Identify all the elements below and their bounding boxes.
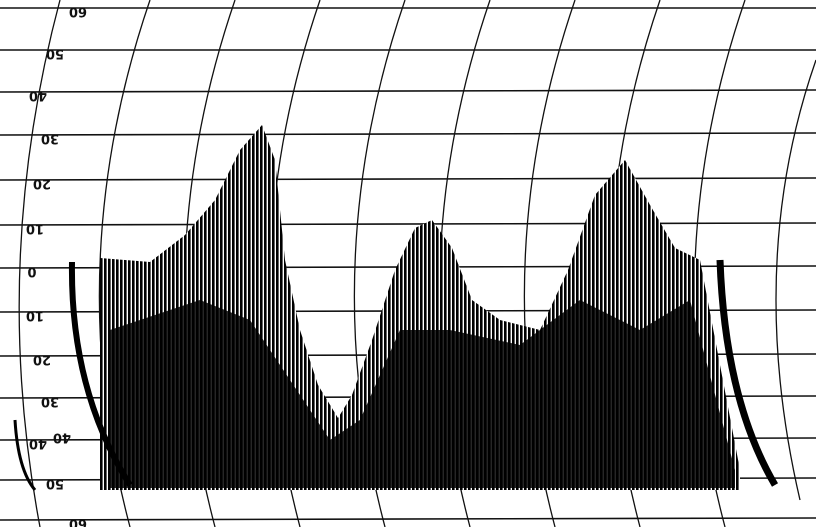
scale-label: 10 bbox=[26, 221, 44, 236]
scale-label: 0 bbox=[27, 264, 36, 279]
margin-label: 40 bbox=[53, 430, 71, 445]
scale-label: 40 bbox=[29, 88, 47, 103]
scale-label: 60 bbox=[69, 4, 87, 19]
scale-label: 60 bbox=[69, 516, 87, 527]
scale-label: 20 bbox=[33, 352, 51, 367]
scale-label: 50 bbox=[46, 476, 64, 491]
recording-trace bbox=[13, 125, 779, 491]
scale-labels: 60 50 40 30 20 10 0 10 20 30 40 50 60 bbox=[26, 4, 87, 527]
scale-label: 30 bbox=[41, 131, 59, 146]
scale-label: 10 bbox=[26, 308, 44, 323]
scale-label: 20 bbox=[33, 176, 51, 191]
scale-label: 40 bbox=[29, 436, 47, 451]
scale-label: 30 bbox=[41, 394, 59, 409]
scale-label: 50 bbox=[46, 46, 64, 61]
